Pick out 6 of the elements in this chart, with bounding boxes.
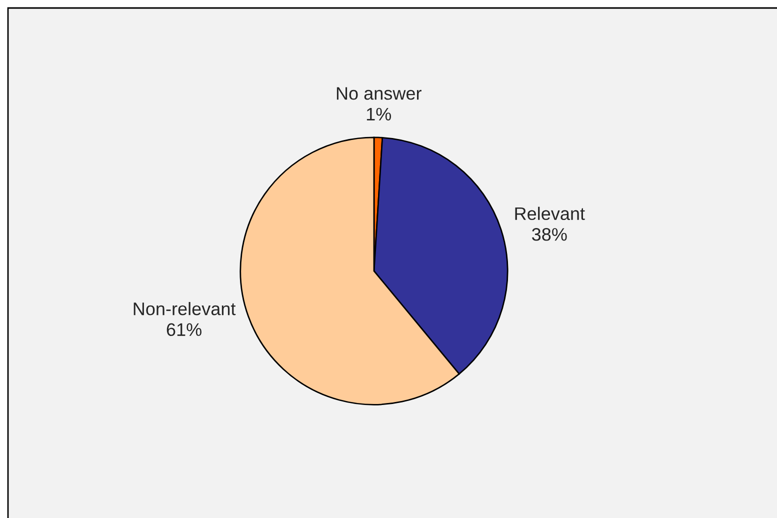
slice-label: Non-relevant	[134, 302, 236, 316]
data-label: 1%	[366, 108, 392, 120]
slice-label: No answer	[336, 87, 422, 100]
data-label: 61%	[166, 323, 202, 336]
data-label: 38%	[532, 228, 567, 241]
slice-label: Relevant	[515, 206, 585, 220]
